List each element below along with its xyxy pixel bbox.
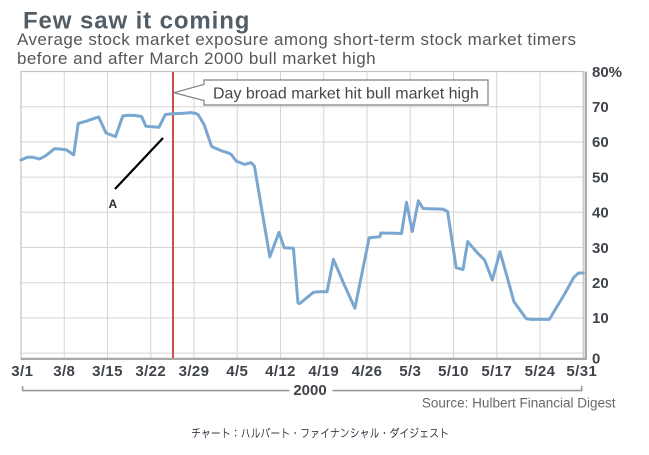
svg-text:3/22: 3/22 <box>135 363 166 380</box>
svg-text:5/3: 5/3 <box>399 363 421 380</box>
svg-text:4/5: 4/5 <box>226 363 248 380</box>
svg-text:0: 0 <box>592 351 600 368</box>
svg-text:Day broad market hit bull mark: Day broad market hit bull market high <box>213 86 479 103</box>
svg-text:Source: Hulbert Financial Dige: Source: Hulbert Financial Digest <box>422 396 616 411</box>
svg-text:Few saw it coming: Few saw it coming <box>23 8 250 35</box>
svg-text:60: 60 <box>592 134 609 151</box>
svg-text:A: A <box>109 197 118 211</box>
svg-text:Average stock market exposure: Average stock market exposure among shor… <box>17 30 576 49</box>
svg-text:30: 30 <box>592 240 609 257</box>
svg-text:10: 10 <box>592 310 609 327</box>
svg-text:5/31: 5/31 <box>566 363 597 380</box>
svg-text:20: 20 <box>592 275 609 292</box>
svg-text:70: 70 <box>592 99 609 116</box>
svg-text:4/19: 4/19 <box>308 363 339 380</box>
svg-text:3/1: 3/1 <box>11 363 33 380</box>
svg-text:3/29: 3/29 <box>179 363 210 380</box>
svg-text:4/26: 4/26 <box>352 363 383 380</box>
svg-text:3/8: 3/8 <box>53 363 75 380</box>
svg-text:80%: 80% <box>592 64 622 81</box>
svg-text:50: 50 <box>592 169 609 186</box>
svg-text:5/17: 5/17 <box>481 363 512 380</box>
svg-text:4/12: 4/12 <box>265 363 296 380</box>
svg-text:40: 40 <box>592 205 609 222</box>
svg-text:2000: 2000 <box>293 382 326 399</box>
svg-text:3/15: 3/15 <box>92 363 123 380</box>
svg-text:5/24: 5/24 <box>525 363 556 380</box>
svg-text:5/10: 5/10 <box>438 363 469 380</box>
svg-text:before and after March 2000 bu: before and after March 2000 bull market … <box>17 49 376 68</box>
